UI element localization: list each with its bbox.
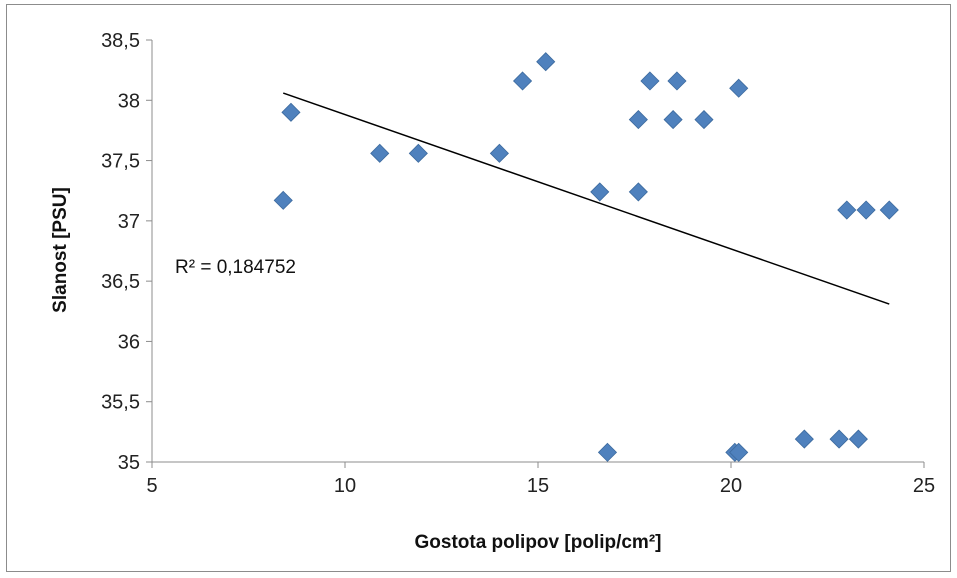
x-axis-title: Gostota polipov [polip/cm²] (415, 532, 662, 553)
data-point (597, 442, 618, 462)
data-point (667, 71, 687, 91)
data-point (837, 200, 857, 220)
data-point (536, 52, 556, 72)
y-tick-label: 36,5 (101, 271, 140, 293)
data-point (856, 200, 876, 220)
data-point (273, 190, 293, 210)
x-tick-label: 20 (720, 475, 742, 497)
y-tick-label: 35 (118, 452, 140, 474)
data-point (628, 110, 648, 130)
data-point (829, 429, 849, 449)
y-axis-title: Slanost [PSU] (50, 187, 71, 313)
data-point (370, 143, 390, 163)
data-point (794, 429, 814, 449)
y-tick-label: 38,5 (101, 30, 140, 52)
y-tick-label: 38 (118, 90, 140, 112)
y-ticks: 35 35,5 36 36,5 37 37,5 38 38,5 (101, 30, 152, 474)
data-point (694, 110, 714, 130)
x-tick-label: 5 (146, 475, 157, 497)
data-point (408, 143, 428, 163)
data-point (729, 78, 749, 98)
data-point (729, 442, 749, 462)
x-tick-label: 15 (527, 475, 549, 497)
data-point (489, 143, 509, 163)
data-point (640, 71, 660, 91)
y-tick-label: 37,5 (101, 151, 140, 173)
r-squared-annotation: R² = 0,184752 (175, 257, 296, 278)
data-point (512, 71, 533, 91)
trendline (282, 92, 890, 305)
data-point (590, 182, 610, 202)
x-ticks: 5 10 15 20 25 (146, 462, 935, 497)
data-point (281, 102, 301, 122)
y-tick-label: 36 (118, 331, 140, 353)
x-tick-label: 25 (913, 475, 935, 497)
x-tick-label: 10 (334, 475, 356, 497)
data-point (628, 182, 648, 202)
data-point (848, 429, 868, 449)
data-point (879, 200, 899, 220)
y-tick-label: 35,5 (101, 392, 140, 414)
y-tick-label: 37 (118, 211, 140, 233)
data-point (663, 110, 683, 130)
data-points (273, 52, 899, 462)
axes (151, 40, 924, 463)
chart-frame (6, 4, 951, 572)
